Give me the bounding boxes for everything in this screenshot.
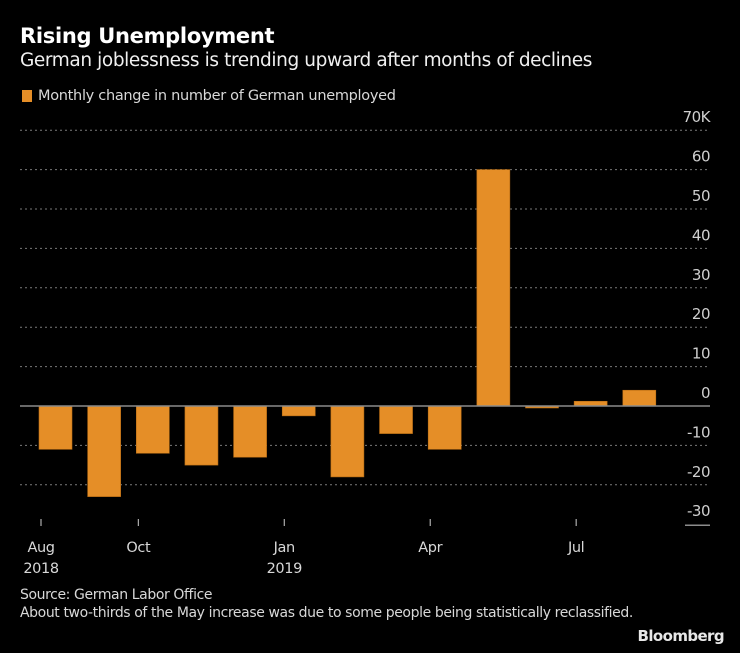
y-tick-label: 0 xyxy=(701,384,710,402)
source-text: Source: German Labor Office xyxy=(20,587,213,603)
bar-aug-2018 xyxy=(38,405,73,450)
legend-swatch xyxy=(22,90,32,102)
y-tick-label: 70K xyxy=(683,108,712,126)
legend-label: Monthly change in number of German unemp… xyxy=(38,88,396,104)
x-tick-year-label: 2018 xyxy=(23,561,58,577)
x-tick-label: Aug xyxy=(27,540,54,556)
bar-jan-2019 xyxy=(281,405,316,417)
bar-nov-2018 xyxy=(184,405,219,466)
bar-feb-2019 xyxy=(330,405,365,478)
y-tick-label: 40 xyxy=(692,226,710,244)
bar-mar-2019 xyxy=(379,405,413,434)
legend: Monthly change in number of German unemp… xyxy=(22,88,396,104)
y-tick-label: 10 xyxy=(692,345,710,363)
y-tick-label: 30 xyxy=(692,266,710,284)
bloomberg-logo: Bloomberg xyxy=(637,627,725,645)
y-tick-label: -20 xyxy=(687,463,710,481)
x-tick-label: Oct xyxy=(126,540,151,556)
x-tick-label: Apr xyxy=(418,540,442,556)
x-tick-year-label: 2019 xyxy=(267,561,302,577)
bar-apr-2019 xyxy=(427,405,462,450)
x-tick-label: Jan xyxy=(273,540,295,556)
bar-dec-2018 xyxy=(233,405,267,458)
bar-may-2019 xyxy=(476,169,511,407)
x-tick-label: Jul xyxy=(567,540,584,556)
chart-footer: Source: German Labor Office About two-th… xyxy=(20,587,640,622)
bar-oct-2018 xyxy=(136,405,170,454)
bar-aug-2019 xyxy=(622,389,657,407)
bar-sep-2018 xyxy=(87,405,121,497)
y-tick-label: 60 xyxy=(692,148,710,166)
y-tick-label: 50 xyxy=(692,187,710,205)
y-tick-label: 20 xyxy=(692,305,710,323)
chart-title: Rising Unemployment xyxy=(20,24,275,48)
chart-subtitle: German joblessness is trending upward af… xyxy=(20,50,592,71)
y-tick-label: -30 xyxy=(687,502,710,520)
footnote-text: About two-thirds of the May increase was… xyxy=(20,604,633,621)
y-tick-label: -10 xyxy=(687,423,710,441)
